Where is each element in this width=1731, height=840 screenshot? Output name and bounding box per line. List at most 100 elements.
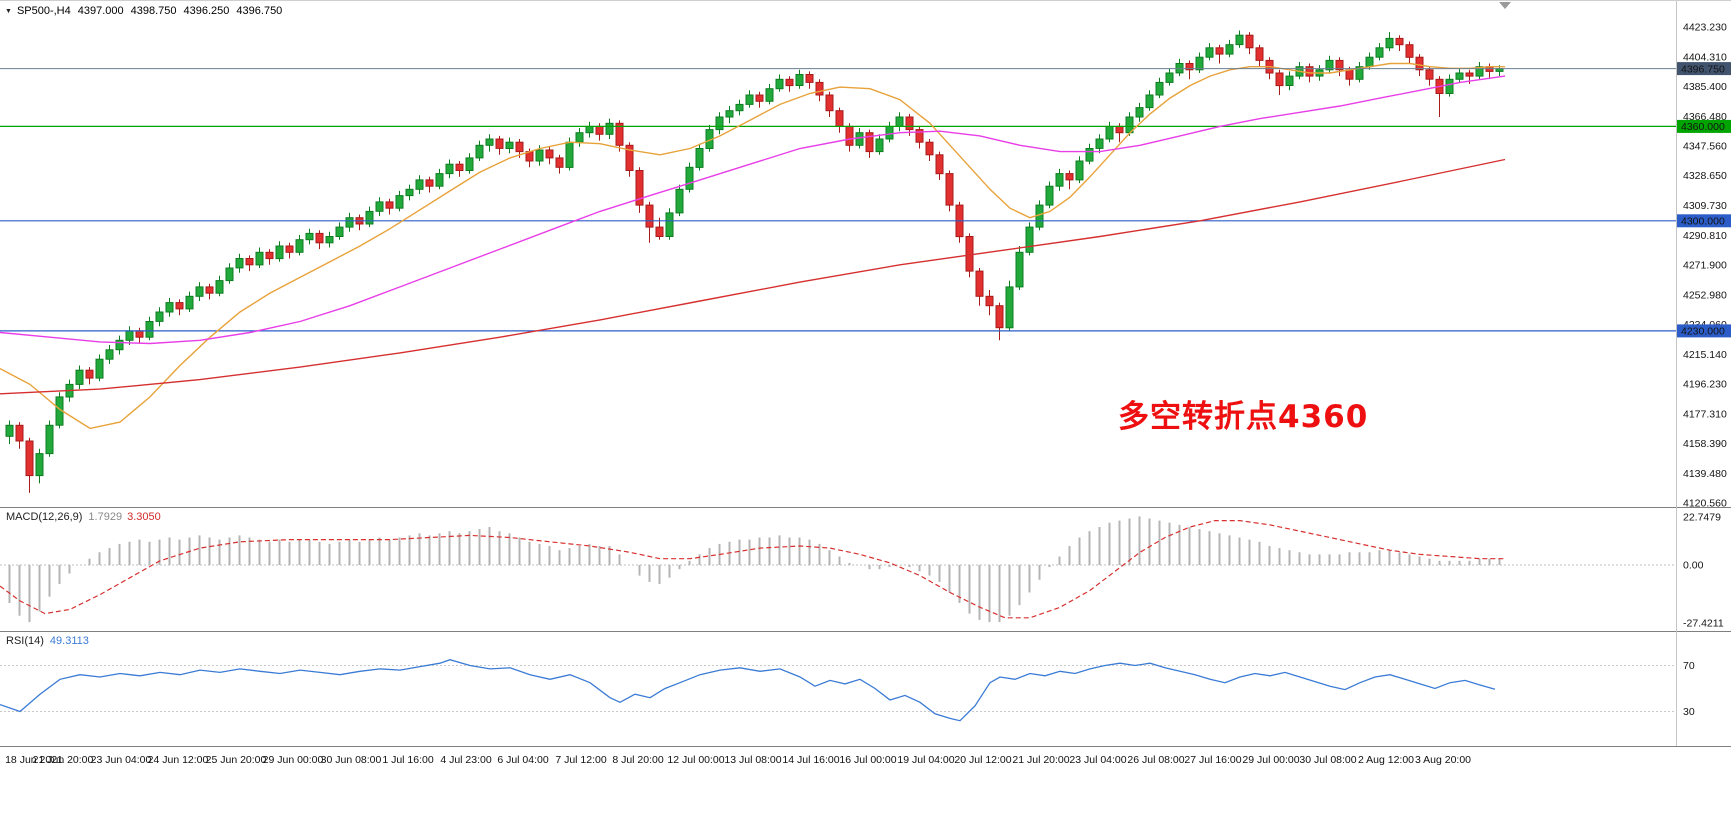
candle-body bbox=[675, 188, 684, 214]
time-axis-label: 21 Jul 20:00 bbox=[1012, 754, 1070, 766]
time-axis-label: 12 Jul 00:00 bbox=[667, 754, 725, 766]
candle-body bbox=[835, 110, 844, 127]
candle-body bbox=[1465, 72, 1474, 77]
candle-body bbox=[805, 74, 814, 83]
candle-body bbox=[135, 330, 144, 338]
candle-body bbox=[485, 138, 494, 146]
candle-body bbox=[1425, 69, 1434, 80]
price-axis-label: 4366.480 bbox=[1683, 111, 1727, 123]
candlestick-series bbox=[5, 30, 1504, 493]
macd-indicator-name: MACD(12,26,9) bbox=[6, 511, 83, 523]
candle-body bbox=[1285, 75, 1294, 86]
candle-body bbox=[1345, 69, 1354, 80]
candle-body bbox=[405, 188, 414, 197]
candle-body bbox=[335, 226, 344, 238]
candle-body bbox=[285, 245, 294, 253]
price-axis-label: 4215.140 bbox=[1683, 349, 1727, 361]
candle-body bbox=[665, 212, 674, 237]
macd-main-value: 1.7929 bbox=[88, 511, 123, 523]
candle-body bbox=[455, 163, 464, 171]
chart-header: ▼ SP500-,H4 4397.000 4398.750 4396.250 4… bbox=[5, 5, 282, 17]
candle-body bbox=[1135, 107, 1144, 118]
candle-body bbox=[815, 81, 824, 96]
candle-body bbox=[895, 116, 904, 127]
price-axis-label: 4252.980 bbox=[1683, 289, 1727, 301]
time-axis-label: 30 Jul 08:00 bbox=[1299, 754, 1357, 766]
level-price-tag-text: 4360.000 bbox=[1681, 121, 1725, 133]
time-axis-label: 7 Jul 12:00 bbox=[555, 754, 607, 766]
level-price-tag-text: 4230.000 bbox=[1681, 326, 1725, 338]
candle-body bbox=[965, 236, 974, 272]
candle-body bbox=[865, 132, 874, 153]
candle-body bbox=[935, 154, 944, 175]
rsi-indicator-name: RSI(14) bbox=[6, 635, 44, 647]
price-axis-label: 4120.560 bbox=[1683, 498, 1727, 508]
macd-axis-label: 22.7479 bbox=[1683, 511, 1721, 523]
candle-body bbox=[395, 195, 404, 209]
price-axis-label: 4404.310 bbox=[1683, 51, 1727, 63]
level-price-tag bbox=[1677, 324, 1731, 338]
time-axis-label: 16 Jul 00:00 bbox=[839, 754, 897, 766]
candle-body bbox=[495, 138, 504, 149]
bid-price-tag bbox=[1677, 62, 1731, 76]
candle-body bbox=[725, 110, 734, 118]
candle-body bbox=[535, 149, 544, 162]
candle-body bbox=[375, 201, 384, 212]
candle-body bbox=[1445, 78, 1454, 95]
macd-histogram bbox=[8, 516, 1501, 623]
candle-body bbox=[1145, 94, 1154, 109]
candle-body bbox=[1195, 56, 1204, 71]
candle-body bbox=[915, 129, 924, 143]
candle-body bbox=[205, 286, 214, 294]
candle-body bbox=[855, 132, 864, 146]
candle-body bbox=[1225, 44, 1234, 55]
time-axis-label: 25 Jun 20:00 bbox=[205, 754, 267, 766]
price-axis-label: 4290.810 bbox=[1683, 230, 1727, 242]
candle-body bbox=[365, 210, 374, 225]
candle-body bbox=[265, 251, 274, 260]
rsi-indicator-panel[interactable]: 70 30 bbox=[0, 631, 1731, 746]
price-axis-label: 4423.230 bbox=[1683, 22, 1727, 34]
rsi-label-row: RSI(14) 49.3113 bbox=[6, 635, 89, 647]
candle-body bbox=[715, 116, 724, 131]
ohlc-close-value: 4396.750 bbox=[236, 5, 283, 17]
candle-body bbox=[255, 251, 264, 266]
candle-body bbox=[605, 122, 614, 135]
price-axis-label: 4309.730 bbox=[1683, 200, 1727, 212]
chart-shift-marker-icon[interactable] bbox=[1499, 2, 1511, 9]
rsi-axis-label: 70 bbox=[1683, 660, 1695, 672]
candle-body bbox=[15, 424, 24, 442]
candle-body bbox=[845, 125, 854, 146]
macd-indicator-panel[interactable]: 22.7479 0.00 -27.4211 bbox=[0, 507, 1731, 631]
macd-label-row: MACD(12,26,9) 1.7929 3.3050 bbox=[6, 511, 161, 523]
price-axis-label: 4347.560 bbox=[1683, 141, 1727, 153]
macd-axis-label: 0.00 bbox=[1683, 560, 1704, 572]
level-price-tag bbox=[1677, 119, 1731, 133]
time-axis[interactable]: 18 Jun 2021 21 Jun 20:00 23 Jun 04:00 24 Ju… bbox=[0, 746, 1731, 840]
time-axis-label: 24 Jun 12:00 bbox=[147, 754, 209, 766]
time-axis-label: 23 Jul 04:00 bbox=[1069, 754, 1127, 766]
candle-body bbox=[875, 138, 884, 153]
candle-body bbox=[785, 78, 794, 87]
time-axis-label: 29 Jun 00:00 bbox=[262, 754, 324, 766]
time-axis-label: 23 Jun 04:00 bbox=[90, 754, 152, 766]
chart-annotation-text[interactable]: 多空转折点4360 bbox=[1118, 399, 1369, 435]
level-price-tag-text: 4300.000 bbox=[1681, 216, 1725, 228]
candle-body bbox=[655, 226, 664, 238]
time-axis-label: 1 Jul 16:00 bbox=[382, 754, 434, 766]
candle-body bbox=[1335, 59, 1344, 71]
candle-body bbox=[195, 286, 204, 297]
candle-body bbox=[145, 321, 154, 338]
candle-body bbox=[1185, 63, 1194, 71]
candle-body bbox=[1055, 173, 1064, 187]
candle-body bbox=[275, 245, 284, 260]
candle-body bbox=[1245, 34, 1254, 49]
candle-body bbox=[215, 280, 224, 294]
candle-body bbox=[1075, 160, 1084, 181]
price-axis-label: 4139.480 bbox=[1683, 468, 1727, 480]
ma-mid-line bbox=[0, 75, 1506, 345]
macd-signal-value: 3.3050 bbox=[127, 511, 161, 523]
candle-body bbox=[755, 94, 764, 102]
main-price-chart[interactable]: 4423.230 4404.310 4385.400 4366.480 4347.560… bbox=[0, 1, 1731, 507]
candle-body bbox=[155, 311, 164, 322]
